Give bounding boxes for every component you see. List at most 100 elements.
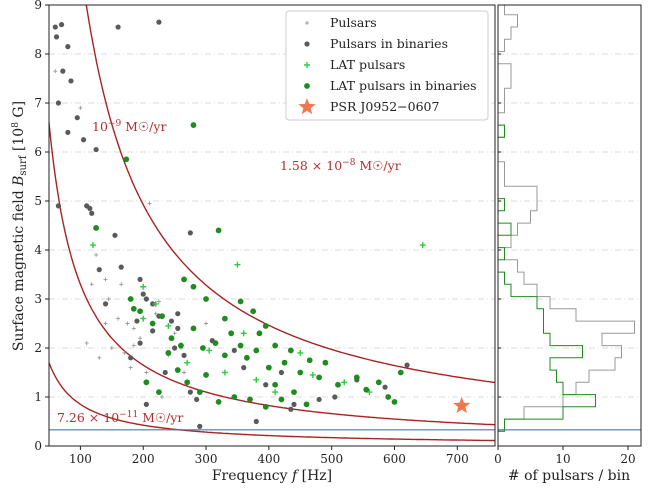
- point-0-26: [103, 321, 108, 326]
- point-3-4: [181, 276, 187, 283]
- point-0-10: [131, 326, 136, 331]
- point-3-22: [262, 323, 269, 329]
- point-0-9: [125, 321, 130, 326]
- point-1-36: [181, 352, 187, 358]
- point-3-28: [316, 374, 323, 381]
- point-2-6: [206, 347, 213, 354]
- point-0-2: [89, 282, 94, 287]
- curve-label-1: 10−9 M☉/yr: [92, 119, 166, 134]
- point-1-42: [288, 406, 294, 412]
- point-3-48: [237, 298, 244, 305]
- point-3-42: [247, 396, 253, 403]
- point-2-7: [221, 369, 228, 376]
- x-tick-label: 500: [320, 452, 343, 466]
- point-1-22: [140, 291, 146, 297]
- point-3-27: [306, 357, 313, 364]
- point-3-49: [250, 308, 257, 315]
- axis-ticks: 100 200 300 400 500 600 700 0 1 2 3 4 5 6 7 8 9: [34, 0, 468, 466]
- point-1-8: [156, 19, 162, 25]
- point-0-24: [204, 321, 209, 326]
- point-1-32: [194, 396, 200, 403]
- point-1-11: [80, 137, 87, 143]
- point-2-15: [297, 349, 304, 356]
- point-1-3: [65, 44, 71, 50]
- y-tick-label: 5: [34, 194, 42, 208]
- legend-box: [285, 10, 489, 121]
- point-3-26: [297, 369, 304, 376]
- hist-x-tick-label: 10: [555, 452, 570, 466]
- point-1-19: [96, 267, 102, 273]
- point-1-46: [382, 384, 388, 390]
- point-0-21: [109, 346, 114, 350]
- point-1-52: [197, 423, 203, 429]
- point-1-17: [112, 232, 118, 238]
- point-3-12: [168, 335, 175, 342]
- point-2-4: [140, 283, 147, 290]
- point-0-4: [103, 277, 108, 282]
- point-3-36: [397, 369, 404, 376]
- point-3-54: [165, 350, 172, 356]
- point-0-1: [78, 105, 83, 110]
- point-1-6: [55, 100, 62, 106]
- point-3-47: [221, 315, 228, 322]
- point-1-28: [137, 340, 143, 346]
- y-tick-label: 4: [34, 243, 42, 257]
- y-tick-label: 6: [34, 145, 42, 159]
- y-tick-label: 2: [34, 341, 42, 355]
- legend-marker-2: [304, 62, 310, 68]
- point-1-10: [65, 129, 71, 135]
- legend-marker-0: [305, 21, 309, 25]
- legend-label-4: PSR J0952−0607: [330, 99, 440, 114]
- accretion-curve-1: [49, 115, 495, 426]
- point-0-19: [84, 341, 89, 346]
- point-1-43: [291, 401, 297, 407]
- point-1-30: [162, 369, 168, 376]
- histogram-steps: [498, 5, 641, 432]
- point-1-50: [143, 401, 149, 407]
- point-0-18: [182, 370, 187, 375]
- point-1-15: [87, 205, 93, 211]
- point-2-11: [341, 379, 348, 386]
- point-3-50: [256, 330, 263, 337]
- point-0-6: [116, 316, 121, 321]
- point-3-3: [215, 227, 222, 234]
- point-1-16: [89, 210, 95, 216]
- point-3-1: [123, 156, 130, 163]
- point-3-51: [265, 364, 272, 371]
- y-tick-label: 9: [34, 0, 42, 12]
- y-tick-label: 1: [34, 390, 42, 404]
- scatter-panel: 100 200 300 400 500 600 700 0 1 2 3 4 5 6 7 8 9 7.26 × 1…: [11, 0, 496, 484]
- hist-x-axis-label: # of pulsars / bin: [508, 468, 630, 484]
- point-3-37: [174, 367, 181, 373]
- point-1-23: [143, 296, 149, 302]
- point-1-5: [68, 78, 74, 84]
- point-1-24: [150, 301, 156, 307]
- legend-marker-4: [298, 98, 316, 115]
- point-3-55: [143, 379, 150, 386]
- legend-marker-1: [304, 41, 310, 47]
- accretion-curves: [49, 5, 495, 442]
- point-0-23: [156, 299, 161, 304]
- point-1-26: [168, 318, 175, 324]
- point-1-29: [128, 355, 134, 361]
- x-tick-label: 400: [257, 452, 280, 466]
- point-1-39: [241, 365, 247, 371]
- point-4-0: [453, 396, 471, 414]
- point-0-15: [160, 395, 165, 399]
- point-0-25: [128, 365, 133, 370]
- point-2-13: [184, 359, 191, 366]
- point-1-51: [253, 418, 259, 425]
- point-3-19: [237, 342, 244, 349]
- point-0-14: [153, 311, 158, 316]
- point-3-13: [178, 342, 184, 349]
- legend-label-1: Pulsars in binaries: [330, 36, 448, 51]
- point-0-17: [172, 331, 177, 336]
- y-tick-label: 7: [34, 96, 42, 110]
- grid-lines: [49, 53, 495, 398]
- point-1-33: [134, 318, 140, 324]
- point-3-21: [253, 347, 260, 354]
- y-axis-label: Surface magnetic field Bsurf [108 G]: [11, 101, 29, 351]
- point-0-13: [147, 201, 152, 206]
- point-0-11: [138, 336, 143, 341]
- point-1-34: [150, 328, 156, 334]
